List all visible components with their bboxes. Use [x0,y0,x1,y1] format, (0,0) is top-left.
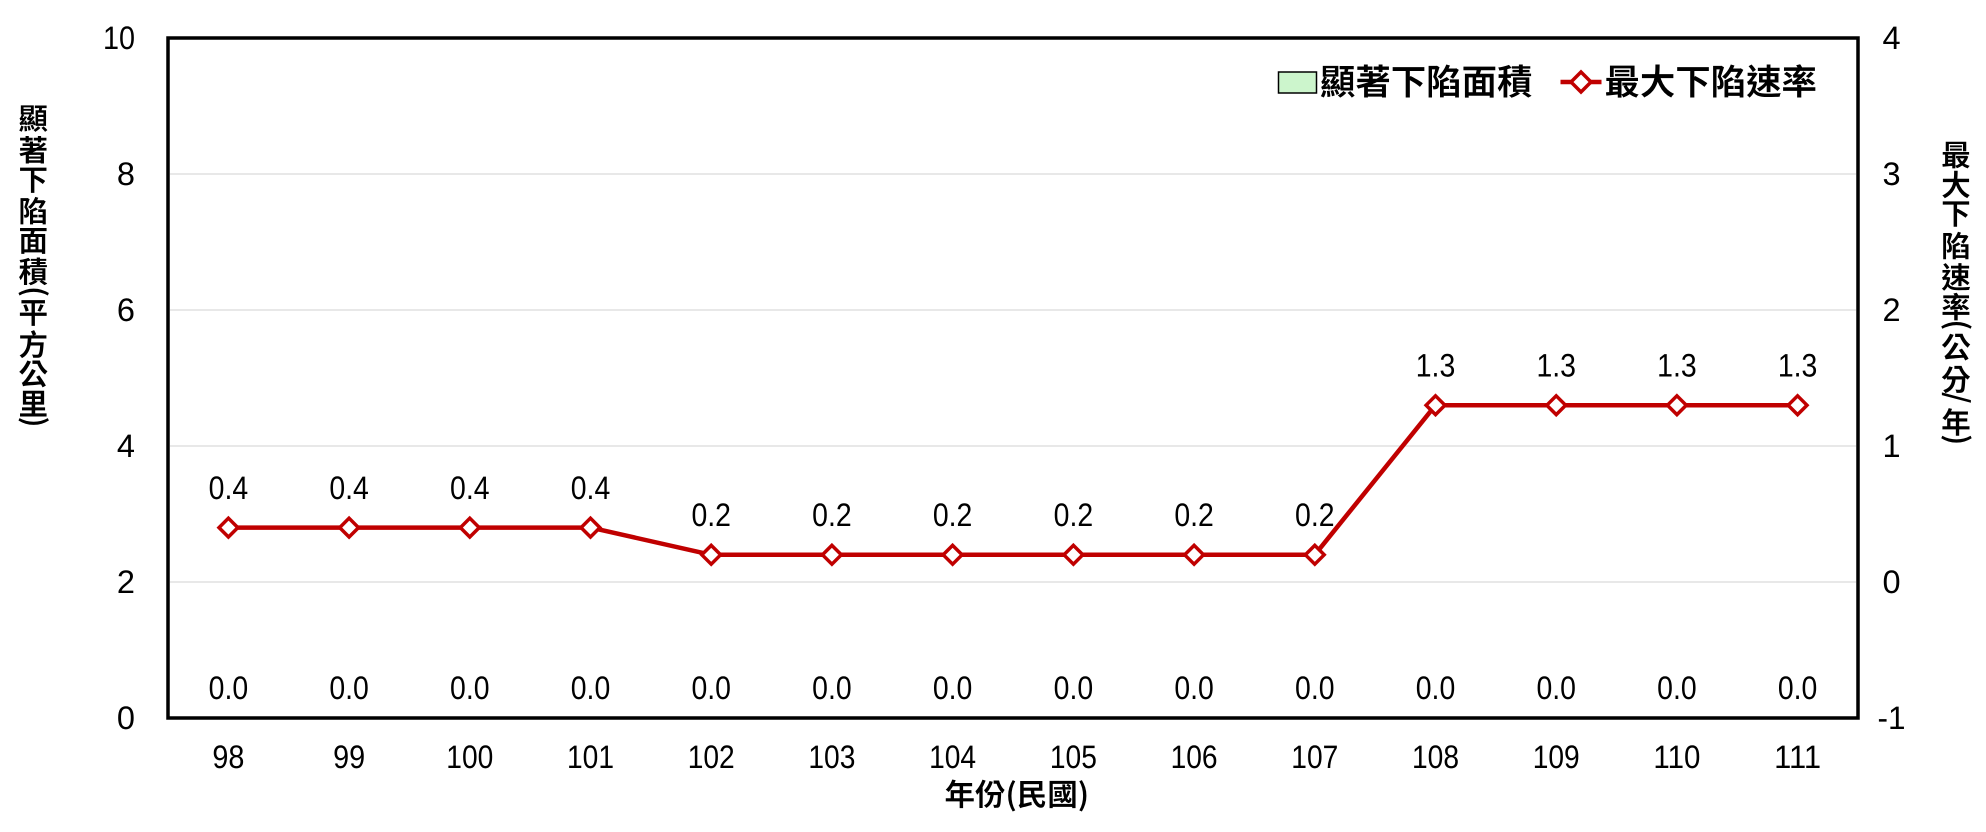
svg-text:0.0: 0.0 [1778,670,1818,706]
svg-text:1.3: 1.3 [1536,348,1576,384]
svg-text:3: 3 [1882,156,1900,192]
svg-text:103: 103 [808,739,855,775]
svg-text:111: 111 [1774,739,1821,775]
svg-text:0.4: 0.4 [329,470,369,506]
svg-text:1: 1 [1882,428,1900,464]
svg-text:0.4: 0.4 [571,470,611,506]
svg-text:99: 99 [333,739,365,775]
svg-text:0: 0 [117,700,135,736]
svg-text:0.4: 0.4 [450,470,490,506]
svg-text:0.0: 0.0 [209,670,249,706]
svg-text:105: 105 [1050,739,1097,775]
svg-text:10: 10 [103,20,135,56]
svg-text:0.0: 0.0 [1295,670,1335,706]
svg-text:0.0: 0.0 [1536,670,1576,706]
svg-text:101: 101 [567,739,614,775]
svg-text:100: 100 [446,739,493,775]
svg-text:2: 2 [1882,292,1900,328]
svg-text:0.0: 0.0 [812,670,852,706]
svg-text:0.0: 0.0 [933,670,973,706]
svg-text:1.3: 1.3 [1657,348,1697,384]
svg-text:0.2: 0.2 [1174,497,1214,533]
svg-text:0.0: 0.0 [1657,670,1697,706]
svg-text:0.2: 0.2 [691,497,731,533]
svg-text:0.2: 0.2 [933,497,973,533]
svg-text:98: 98 [212,739,244,775]
svg-text:0.0: 0.0 [571,670,611,706]
svg-text:1.3: 1.3 [1778,348,1818,384]
svg-text:0.0: 0.0 [450,670,490,706]
svg-text:0.2: 0.2 [1054,497,1094,533]
svg-text:4: 4 [117,428,135,464]
svg-text:102: 102 [688,739,735,775]
svg-text:0.2: 0.2 [1295,497,1335,533]
svg-text:0.0: 0.0 [329,670,369,706]
svg-text:106: 106 [1171,739,1218,775]
svg-text:0: 0 [1882,564,1900,600]
svg-text:8: 8 [117,156,135,192]
svg-text:0.0: 0.0 [1174,670,1214,706]
svg-text:-1: -1 [1878,700,1906,736]
svg-text:2: 2 [117,564,135,600]
svg-text:107: 107 [1291,739,1338,775]
svg-text:110: 110 [1653,739,1700,775]
svg-text:108: 108 [1412,739,1459,775]
svg-text:104: 104 [929,739,976,775]
svg-text:0.2: 0.2 [812,497,852,533]
svg-text:0.4: 0.4 [209,470,249,506]
svg-text:109: 109 [1533,739,1580,775]
svg-text:4: 4 [1882,20,1900,56]
svg-text:0.0: 0.0 [1416,670,1456,706]
svg-text:0.0: 0.0 [1054,670,1094,706]
svg-text:0.0: 0.0 [691,670,731,706]
svg-text:1.3: 1.3 [1416,348,1456,384]
svg-text:6: 6 [117,292,135,328]
